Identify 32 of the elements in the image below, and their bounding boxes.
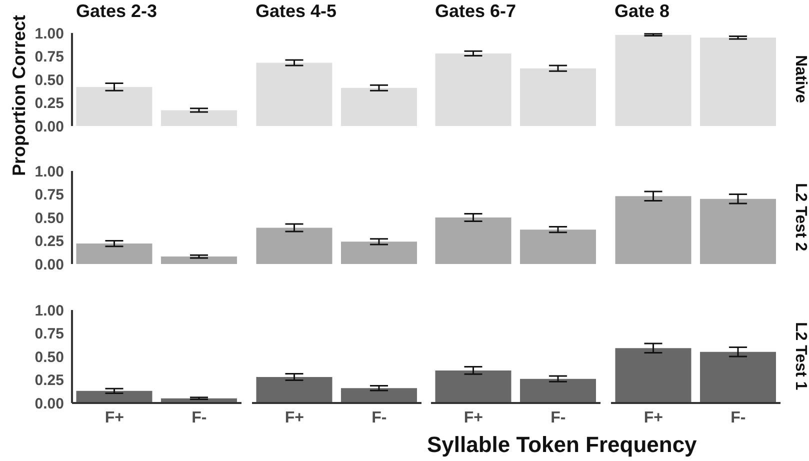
x-tick-label: F- (371, 409, 386, 426)
y2-axis-title: L2 Test 1 (791, 322, 809, 391)
y-tick-label: 0.75 (34, 186, 64, 204)
x-tick-label: F+ (643, 409, 662, 426)
y-tick-label: 1.00 (34, 163, 64, 180)
x-tick-label: F+ (104, 409, 124, 426)
y-tick-label: 0.75 (34, 326, 64, 343)
x-axis-title: Syllable Token Frequency (427, 432, 697, 458)
text: Gates 4-5 (256, 1, 337, 22)
y-tick-label: 0.75 (34, 48, 64, 66)
x-tick-label: F- (730, 409, 746, 426)
y2-axis-title: Native (791, 55, 809, 104)
y-tick-label: 0.25 (34, 95, 64, 112)
y-tick-label: 0.50 (34, 72, 64, 89)
y-tick-label: 0.50 (34, 348, 64, 366)
text: Gates 6-7 (435, 1, 516, 22)
y-tick-label: 1.00 (34, 302, 64, 320)
y-tick-label: 0.00 (34, 256, 64, 274)
x-tick-label: F- (192, 409, 207, 426)
text: Gate 8 (614, 1, 670, 22)
y-tick-label: 0.50 (34, 210, 64, 227)
y-tick-label: 0.25 (34, 372, 64, 390)
y-tick-label: 0.25 (34, 233, 64, 250)
x-tick-label: F- (550, 409, 566, 426)
y2-axis-title: L2 Test 2 (791, 183, 809, 252)
text: Gates 2-3 (76, 1, 158, 22)
y-tick-label: 0.00 (34, 395, 64, 412)
x-tick-label: F+ (284, 409, 304, 426)
y-tick-label: 0.00 (34, 118, 64, 136)
y-tick-label: 1.00 (34, 25, 64, 42)
x-tick-label: F+ (464, 409, 483, 426)
y-axis-title: Proportion Correct (8, 15, 30, 176)
